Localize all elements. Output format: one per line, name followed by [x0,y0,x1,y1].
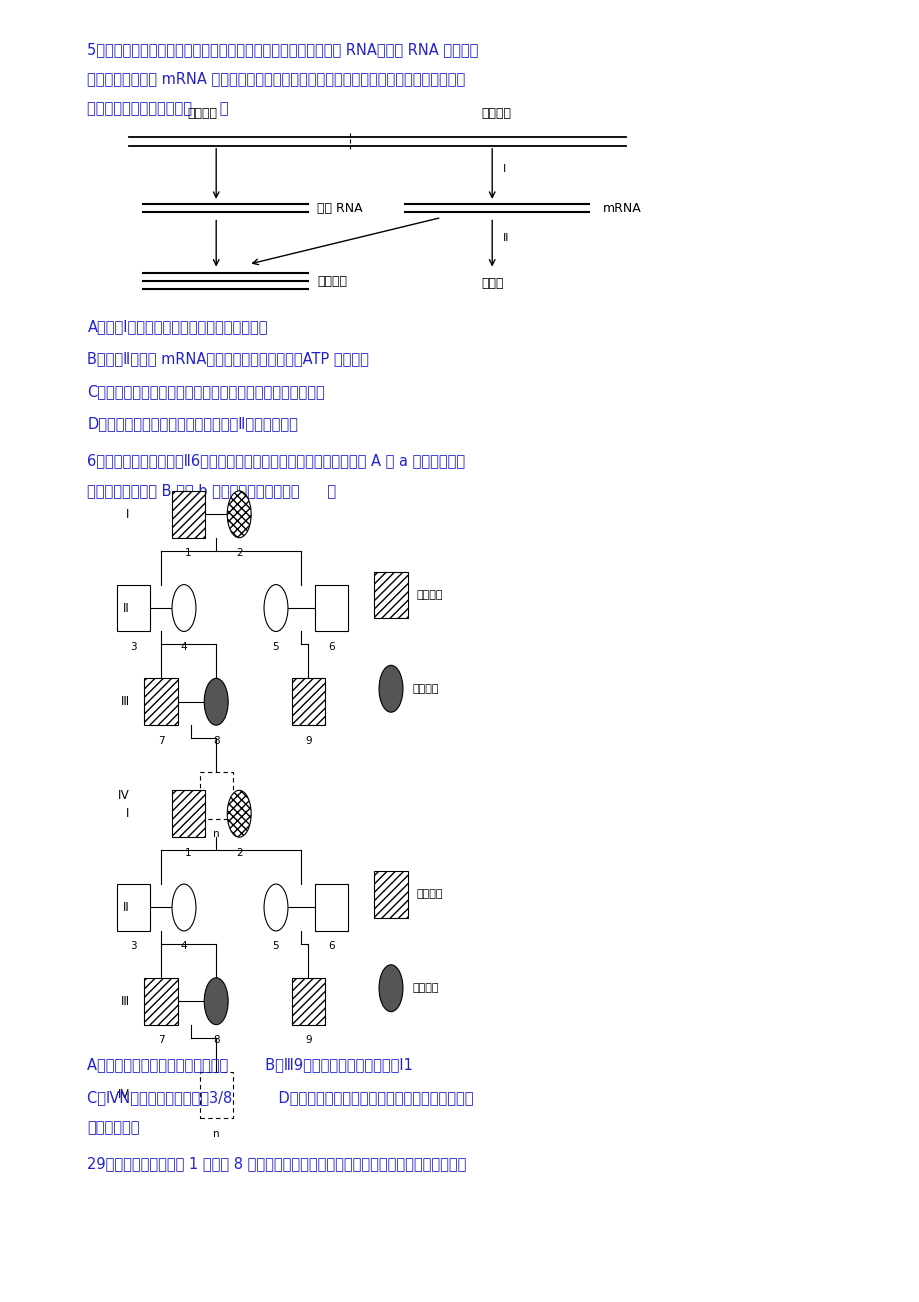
Ellipse shape [172,884,196,931]
Text: n: n [212,1129,220,1139]
Text: 29．（除标注外，每空 1 分，共 8 分）下列是有关二倍体生物的细胞的分裂图，回答问题。: 29．（除标注外，每空 1 分，共 8 分）下列是有关二倍体生物的细胞的分裂图，… [87,1156,466,1172]
Text: 8: 8 [212,1035,220,1046]
Text: 1: 1 [185,548,192,559]
Ellipse shape [172,585,196,631]
Text: 7: 7 [157,1035,165,1046]
Text: 8: 8 [212,736,220,746]
Text: Ⅲ: Ⅲ [120,995,129,1008]
Bar [374,572,407,618]
Text: n: n [212,829,220,840]
Text: 6．下列遗传系谱图中，Ⅱ6不携带致病基因，甲种遗传病的致病基因用 A 或 a 表示，乙种遗: 6．下列遗传系谱图中，Ⅱ6不携带致病基因，甲种遗传病的致病基因用 A 或 a 表… [87,453,465,469]
Text: Ⅰ: Ⅰ [125,807,129,820]
Text: Ⅱ: Ⅱ [503,233,508,243]
Text: 乙病患者: 乙病患者 [412,684,438,694]
Text: 6: 6 [327,941,335,952]
Text: 7: 7 [157,736,165,746]
Ellipse shape [264,585,288,631]
Text: mRNA: mRNA [602,202,641,215]
Ellipse shape [264,884,288,931]
Text: Ⅰ: Ⅰ [125,508,129,521]
Text: 9: 9 [304,736,312,746]
Bar [314,585,347,631]
Text: Ⅰ: Ⅰ [503,164,506,174]
Text: C．若抑癌基因发生突变，则其指导形成的蛋白质一定会改变: C．若抑癌基因发生突变，则其指导形成的蛋白质一定会改变 [87,384,324,400]
Bar [117,585,150,631]
Text: 5: 5 [272,941,279,952]
Text: 者家系中进行: 者家系中进行 [87,1120,140,1135]
Text: 4: 4 [180,642,187,652]
Bar [172,491,205,538]
Text: 3: 3 [130,941,137,952]
Text: D．若细胞中出现了杂交分子，则过程Ⅱ的产物将减少: D．若细胞中出现了杂交分子，则过程Ⅱ的产物将减少 [87,417,298,432]
Text: Ⅱ: Ⅱ [123,602,129,615]
Ellipse shape [227,790,251,837]
Text: 反义 RNA: 反义 RNA [317,202,363,215]
Text: 杂交分子: 杂交分子 [317,275,347,288]
Text: Ⅲ: Ⅲ [120,695,129,708]
Text: C．ⅣN只患一种病的概率为3/8          D．调查上述两种遗传病的发病率，最好选择在患: C．ⅣN只患一种病的概率为3/8 D．调查上述两种遗传病的发病率，最好选择在患 [87,1090,473,1105]
Bar [199,1072,233,1118]
Text: 1: 1 [185,848,192,858]
Text: 蛋白质: 蛋白质 [481,277,503,290]
Text: 3: 3 [130,642,137,652]
Bar [117,884,150,931]
Text: 邻近基因: 邻近基因 [187,107,217,120]
Bar [291,678,324,725]
Bar [172,790,205,837]
Bar [144,678,177,725]
Text: 抑癌基因: 抑癌基因 [482,107,511,120]
Text: 甲病患者: 甲病患者 [416,590,443,600]
Text: 2: 2 [235,548,243,559]
Bar [374,871,407,918]
Text: 9: 9 [304,1035,312,1046]
Ellipse shape [379,665,403,712]
Text: 5．某研究小组发现染色体上抑癌基因邻近的基因能指导合成反义 RNA，反义 RNA 可以与抑: 5．某研究小组发现染色体上抑癌基因邻近的基因能指导合成反义 RNA，反义 RNA… [87,42,478,57]
Text: Ⅱ: Ⅱ [123,901,129,914]
Ellipse shape [227,491,251,538]
Bar [144,978,177,1025]
Bar [199,772,233,819]
Text: 6: 6 [327,642,335,652]
Ellipse shape [204,678,228,725]
Text: 乙病患者: 乙病患者 [412,983,438,993]
Bar [291,978,324,1025]
Text: 4: 4 [180,941,187,952]
Text: 癌基因转录形成的 mRNA 形成杂交分子，从而阻断抑癌基因的表达，使细胞易于癌变。据图: 癌基因转录形成的 mRNA 形成杂交分子，从而阻断抑癌基因的表达，使细胞易于癌变… [87,72,465,87]
Text: Ⅳ: Ⅳ [118,1088,129,1101]
Text: Ⅳ: Ⅳ [118,789,129,802]
Text: 2: 2 [235,848,243,858]
Text: 5: 5 [272,642,279,652]
Text: B．过程Ⅱ只需要 mRNA、氨基酸、核糖体、酶、ATP 即可完成: B．过程Ⅱ只需要 mRNA、氨基酸、核糖体、酶、ATP 即可完成 [87,352,369,367]
Text: 分析，下列叙述正确的是（      ）: 分析，下列叙述正确的是（ ） [87,102,229,117]
Text: 传病的致病基因用 B 或者 b 表示，分析正确的是（      ）: 传病的致病基因用 B 或者 b 表示，分析正确的是（ ） [87,483,336,499]
Text: A．过程Ⅰ称为转录，在细胞核和线粒体中进行: A．过程Ⅰ称为转录，在细胞核和线粒体中进行 [87,319,267,335]
Bar [314,884,347,931]
Text: A．甲病的致病基因位于常染色体上        B．Ⅲ9甲病的致病基因可能来自Ⅰ1: A．甲病的致病基因位于常染色体上 B．Ⅲ9甲病的致病基因可能来自Ⅰ1 [87,1057,413,1073]
Ellipse shape [204,978,228,1025]
Ellipse shape [379,965,403,1012]
Text: 甲病患者: 甲病患者 [416,889,443,900]
